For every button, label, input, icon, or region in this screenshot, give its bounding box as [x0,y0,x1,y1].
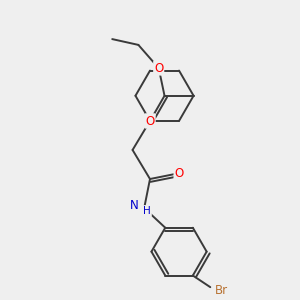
Text: O: O [146,115,154,128]
Text: N: N [130,199,138,212]
Text: N: N [146,114,154,128]
Text: O: O [174,167,184,180]
Text: H: H [143,206,151,216]
Text: O: O [154,61,163,75]
Text: Br: Br [215,284,229,297]
